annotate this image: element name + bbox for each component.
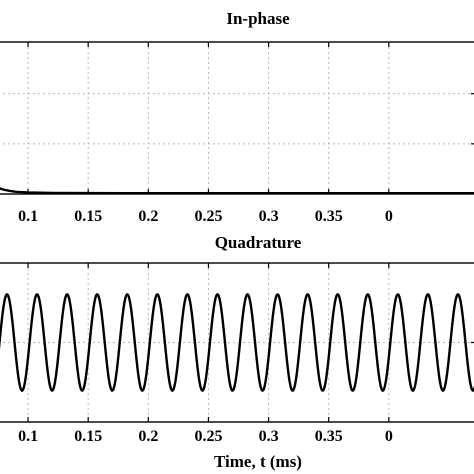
quadrature-ticks (27, 263, 474, 422)
quadrature-x-tick-label: 0 (385, 428, 393, 445)
inphase-x-tick-label: 0 (385, 208, 393, 225)
inphase-axes-frame (0, 41, 474, 195)
inphase-x-tick-label: 0.3 (259, 208, 279, 225)
quadrature-x-tick-label: 0.35 (315, 428, 343, 445)
quadrature-x-tick-label: 0.2 (138, 428, 158, 445)
inphase-signal-line (0, 187, 474, 195)
inphase-x-tick-labels: 0.1 0.15 0.2 0.25 0.3 0.35 0 (18, 208, 393, 225)
quadrature-x-tick-label: 0.15 (74, 428, 102, 445)
quadrature-x-tick-label: 0.25 (194, 428, 222, 445)
inphase-title: In-phase (226, 9, 290, 28)
quadrature-title: Quadrature (215, 233, 302, 252)
inphase-x-tick-label: 0.35 (315, 208, 343, 225)
x-axis-label: Time, t (ms) (214, 452, 302, 471)
quadrature-x-tick-label: 0.3 (259, 428, 279, 445)
inphase-x-tick-label: 0.1 (18, 208, 38, 225)
inphase-series (0, 187, 474, 195)
inphase-grid (0, 42, 474, 194)
quadrature-signal-line (0, 293, 474, 392)
quadrature-series (0, 293, 474, 392)
quadrature-panel: Quadrature 0.1 0.15 0.2 0.25 0.3 0.35 0 Time, … (0, 233, 474, 471)
quadrature-grid (0, 263, 474, 422)
inphase-x-tick-label: 0.2 (138, 208, 158, 225)
inphase-ticks (27, 42, 474, 194)
quadrature-x-tick-label: 0.1 (18, 428, 38, 445)
inphase-x-tick-label: 0.25 (194, 208, 222, 225)
inphase-panel: In-phase 0.1 0.15 0.2 0.25 0.3 0.35 0 (0, 9, 474, 225)
inphase-x-tick-label: 0.15 (74, 208, 102, 225)
quadrature-axes-frame (0, 262, 474, 423)
quadrature-x-tick-labels: 0.1 0.15 0.2 0.25 0.3 0.35 0 (18, 428, 393, 445)
